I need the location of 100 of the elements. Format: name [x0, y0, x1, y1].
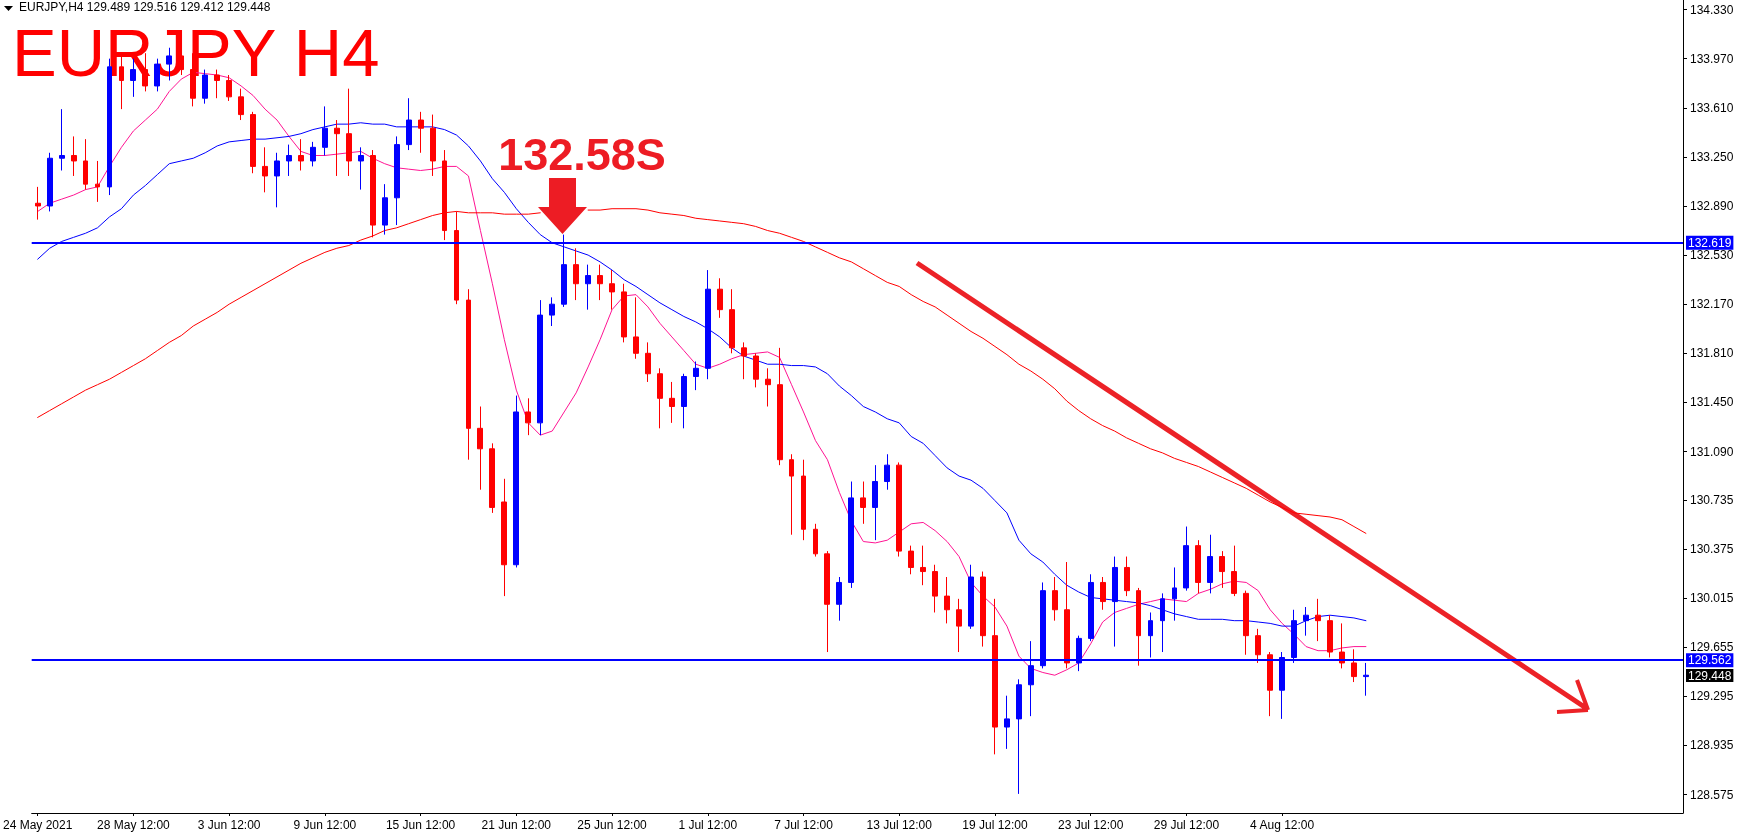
candlestick — [872, 464, 878, 541]
candlestick — [753, 352, 759, 388]
x-tick-label: 29 Jul 12:00 — [1153, 818, 1220, 832]
candlestick — [765, 367, 771, 407]
candlestick — [501, 478, 507, 597]
candlestick — [525, 397, 531, 436]
candlestick — [621, 283, 627, 343]
candlestick — [262, 146, 268, 193]
candlestick — [920, 545, 926, 586]
y-tick-label: 131.090 — [1690, 444, 1734, 459]
candlestick — [932, 564, 938, 613]
x-tick-label: 25 Jun 12:00 — [577, 818, 648, 832]
chart-subtitle: EURJPY,H4 129.489 129.516 129.412 129.448 — [19, 0, 271, 14]
candlestick — [35, 186, 41, 221]
candlestick — [1351, 648, 1357, 683]
candlestick — [1064, 561, 1070, 669]
candlestick — [717, 277, 723, 319]
candlestick — [848, 481, 854, 589]
x-tick-label: 9 Jun 12:00 — [293, 818, 357, 832]
candlestick — [777, 347, 783, 466]
candlestick — [1148, 611, 1153, 658]
y-tick-label: 133.970 — [1690, 51, 1734, 66]
candlestick — [1100, 576, 1106, 611]
y-tick-label: 130.375 — [1690, 542, 1734, 557]
ref-line-label: 129.562 — [1688, 653, 1732, 668]
candlestick — [693, 360, 699, 391]
candlestick — [1004, 695, 1010, 750]
y-tick-label: 132.890 — [1690, 198, 1734, 213]
candlestick — [824, 550, 830, 653]
candlestick — [1255, 628, 1261, 664]
candlestick — [1267, 651, 1273, 717]
candlestick — [1207, 534, 1213, 594]
candlestick — [71, 135, 77, 177]
candlestick — [729, 288, 735, 354]
candlestick — [741, 341, 747, 380]
candlestick — [1243, 590, 1249, 656]
candlestick — [513, 395, 519, 568]
candlestick — [310, 141, 316, 167]
y-tick-label: 133.250 — [1690, 149, 1734, 164]
candlestick — [657, 367, 663, 429]
x-tick-label: 28 May 12:00 — [97, 818, 171, 832]
y-tick-label: 132.170 — [1690, 297, 1734, 312]
y-tick-label: 129.655 — [1690, 640, 1734, 655]
candlestick — [801, 459, 806, 541]
candlestick — [466, 288, 471, 461]
candlestick — [1136, 587, 1141, 667]
x-tick-label: 3 Jun 12:00 — [197, 818, 261, 832]
candlestick — [83, 138, 88, 191]
candlestick — [609, 269, 615, 311]
candlestick — [884, 453, 890, 491]
text: 129.448 — [1688, 668, 1732, 683]
candlestick — [908, 545, 914, 575]
x-tick-label: 19 Jul 12:00 — [962, 818, 1028, 832]
candlestick — [358, 146, 364, 191]
candlestick — [1052, 576, 1058, 622]
x-tick-label: 4 Aug 12:00 — [1250, 818, 1315, 832]
candlestick — [896, 461, 902, 558]
candlestick — [585, 264, 591, 311]
y-tick-label: 128.935 — [1690, 738, 1734, 753]
candlestick — [1219, 550, 1225, 589]
x-tick-label: 15 Jun 12:00 — [385, 818, 456, 832]
candlestick — [1183, 526, 1189, 592]
candlestick — [298, 138, 304, 172]
candlestick — [286, 144, 292, 177]
y-tick-label: 131.450 — [1690, 395, 1734, 410]
candlestick — [860, 481, 866, 525]
candlestick — [813, 523, 818, 558]
x-tick-label: 24 May 2021 — [2, 818, 73, 832]
x-tick-label: 13 Jul 12:00 — [866, 818, 933, 832]
candlestick — [956, 598, 962, 653]
candlestick — [1231, 545, 1237, 597]
candlestick — [681, 373, 687, 429]
candlestick — [59, 108, 65, 172]
y-tick-label: 131.810 — [1690, 346, 1734, 361]
candlestick — [1327, 614, 1333, 658]
x-tick-label: 23 Jul 12:00 — [1057, 818, 1124, 832]
candlestick — [944, 576, 950, 624]
candlestick — [1172, 566, 1177, 622]
candlestick — [346, 88, 352, 177]
candlestick — [549, 296, 555, 327]
candlestick — [1016, 678, 1022, 795]
candlestick — [1315, 598, 1321, 642]
candlestick — [968, 564, 974, 630]
candlestick — [1363, 662, 1369, 697]
candlestick — [1124, 556, 1130, 597]
candlestick — [238, 88, 244, 121]
candlestick — [477, 406, 483, 491]
candlestick — [47, 152, 53, 212]
y-tick-label: 128.575 — [1690, 787, 1734, 802]
candlestick — [597, 264, 603, 301]
candlestick — [789, 453, 794, 536]
y-tick-label: 134.330 — [1690, 2, 1734, 17]
candlestick — [573, 247, 579, 301]
y-tick-label: 133.610 — [1690, 100, 1734, 115]
x-tick-label: 7 Jul 12:00 — [774, 818, 834, 832]
candlestick — [95, 160, 100, 203]
candlestick — [382, 183, 388, 236]
candlestick — [274, 152, 280, 208]
annotation: 132.58S — [498, 128, 666, 180]
candlestick — [980, 571, 986, 648]
